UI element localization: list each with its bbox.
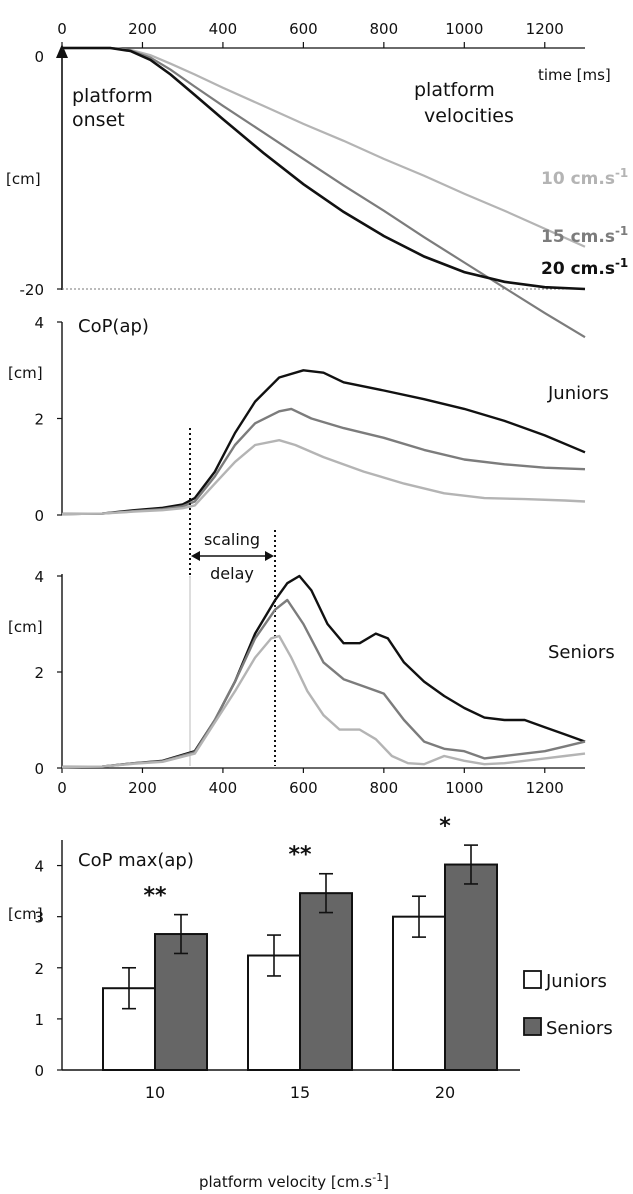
cop-series-line-1 <box>61 369 586 516</box>
velocities-label-line2: velocities <box>424 105 514 127</box>
p1-xtick-label: 200 <box>128 20 157 38</box>
p1-series-line-1 <box>62 46 586 248</box>
p2-group-label: Juniors <box>547 383 609 404</box>
scaling-label: scaling <box>204 530 260 549</box>
velocities-label-line1: platform <box>414 79 495 101</box>
p1-series-line-2 <box>62 46 586 339</box>
bar-juniors-20 <box>392 915 446 1072</box>
cop-ytick-label: 0 <box>34 507 44 525</box>
p1-legend-label: 20 cm.s-1 <box>541 256 628 279</box>
cop-xtick-label: 200 <box>128 779 157 797</box>
p2-title: CoP(ap) <box>78 316 149 337</box>
panel-cop-juniors: 0 2 4 CoP(ap) [cm] Juniors <box>8 314 609 525</box>
cop-ytick-label: 0 <box>34 760 44 778</box>
p4-ylabel: [cm] <box>8 905 43 923</box>
p1-xtick-label: 1200 <box>526 20 564 38</box>
p1-xlabel: time [ms] <box>538 66 611 84</box>
p1-ytick-0: 0 <box>34 48 44 66</box>
cop-xtick-label: 600 <box>289 779 318 797</box>
cop-xtick-label: 0 <box>57 779 67 797</box>
p1-legend-label: 10 cm.s-1 <box>541 166 628 189</box>
significance-marker: ** <box>288 843 312 868</box>
p1-xtick-label: 600 <box>289 20 318 38</box>
cop-series-line-3 <box>61 634 586 769</box>
p4-ytick-label: 0 <box>34 1062 44 1080</box>
p1-xtick-label: 800 <box>370 20 399 38</box>
delay-label: delay <box>210 564 254 583</box>
p4-category-label: 15 <box>290 1083 310 1102</box>
p4-ytick-label: 2 <box>34 960 44 978</box>
p1-ylabel: [cm] <box>6 170 41 188</box>
p4-category-label: 10 <box>145 1083 165 1102</box>
cop-series-line-2 <box>61 598 586 769</box>
cop-series-line-1 <box>61 574 586 769</box>
panel-platform-displacement: 0 200 400 600 800 1000 1200 0 -20 [cm] time [m… <box>6 20 628 339</box>
legend-swatch-seniors <box>523 1017 542 1036</box>
p4-category-label: 20 <box>435 1083 455 1102</box>
p2-ylabel: [cm] <box>8 364 43 382</box>
cop-xtick-label: 800 <box>370 779 399 797</box>
p1-xtick-label: 0 <box>57 20 67 38</box>
cop-ytick-label: 2 <box>34 411 44 429</box>
p3-group-label: Seniors <box>548 642 615 663</box>
p1-xtick-label: 1000 <box>445 20 483 38</box>
p4-xlabel: platform velocity [cm.s-1] <box>199 1171 389 1191</box>
arrow-right-icon <box>265 551 274 561</box>
bar-seniors-10 <box>154 933 208 1071</box>
onset-label-line1: platform <box>72 85 153 107</box>
p4-title: CoP max(ap) <box>78 850 194 871</box>
panel-cop-max: 0 1 2 3 4 CoP max(ap) [cm] 10 ** 15 ** 20 * platf… <box>8 814 613 1191</box>
p3-ylabel: [cm] <box>8 618 43 636</box>
cop-xtick-label: 400 <box>209 779 238 797</box>
p4-ytick-label: 3 <box>34 909 44 927</box>
cop-ytick-label: 2 <box>34 664 44 682</box>
cop-ytick-label: 4 <box>34 314 44 332</box>
legend-label-seniors: Seniors <box>546 1018 613 1039</box>
arrow-left-icon <box>191 551 200 561</box>
p1-xtick-label: 400 <box>209 20 238 38</box>
legend-swatch-juniors <box>523 970 542 989</box>
onset-arrow-icon <box>56 44 68 58</box>
significance-marker: * <box>439 814 451 839</box>
panel-cop-seniors: 0 2 4 0 200 400 600 800 1000 1200 [cm] Seniors <box>8 568 615 797</box>
p4-ytick-label: 1 <box>34 1011 44 1029</box>
cop-xtick-label: 1200 <box>526 779 564 797</box>
bar-seniors-20 <box>444 863 498 1071</box>
cop-series-line-3 <box>61 439 586 516</box>
significance-marker: ** <box>143 884 167 909</box>
bar-seniors-15 <box>299 892 353 1072</box>
onset-label-line2: onset <box>72 109 125 131</box>
p1-legend-label: 15 cm.s-1 <box>541 224 628 247</box>
cop-xtick-label: 1000 <box>445 779 483 797</box>
p1-ytick-min: -20 <box>20 281 45 299</box>
p1-series-line-3 <box>62 46 586 291</box>
legend-label-juniors: Juniors <box>545 971 607 992</box>
cop-ytick-label: 4 <box>34 568 44 586</box>
p4-ytick-label: 4 <box>34 858 44 876</box>
